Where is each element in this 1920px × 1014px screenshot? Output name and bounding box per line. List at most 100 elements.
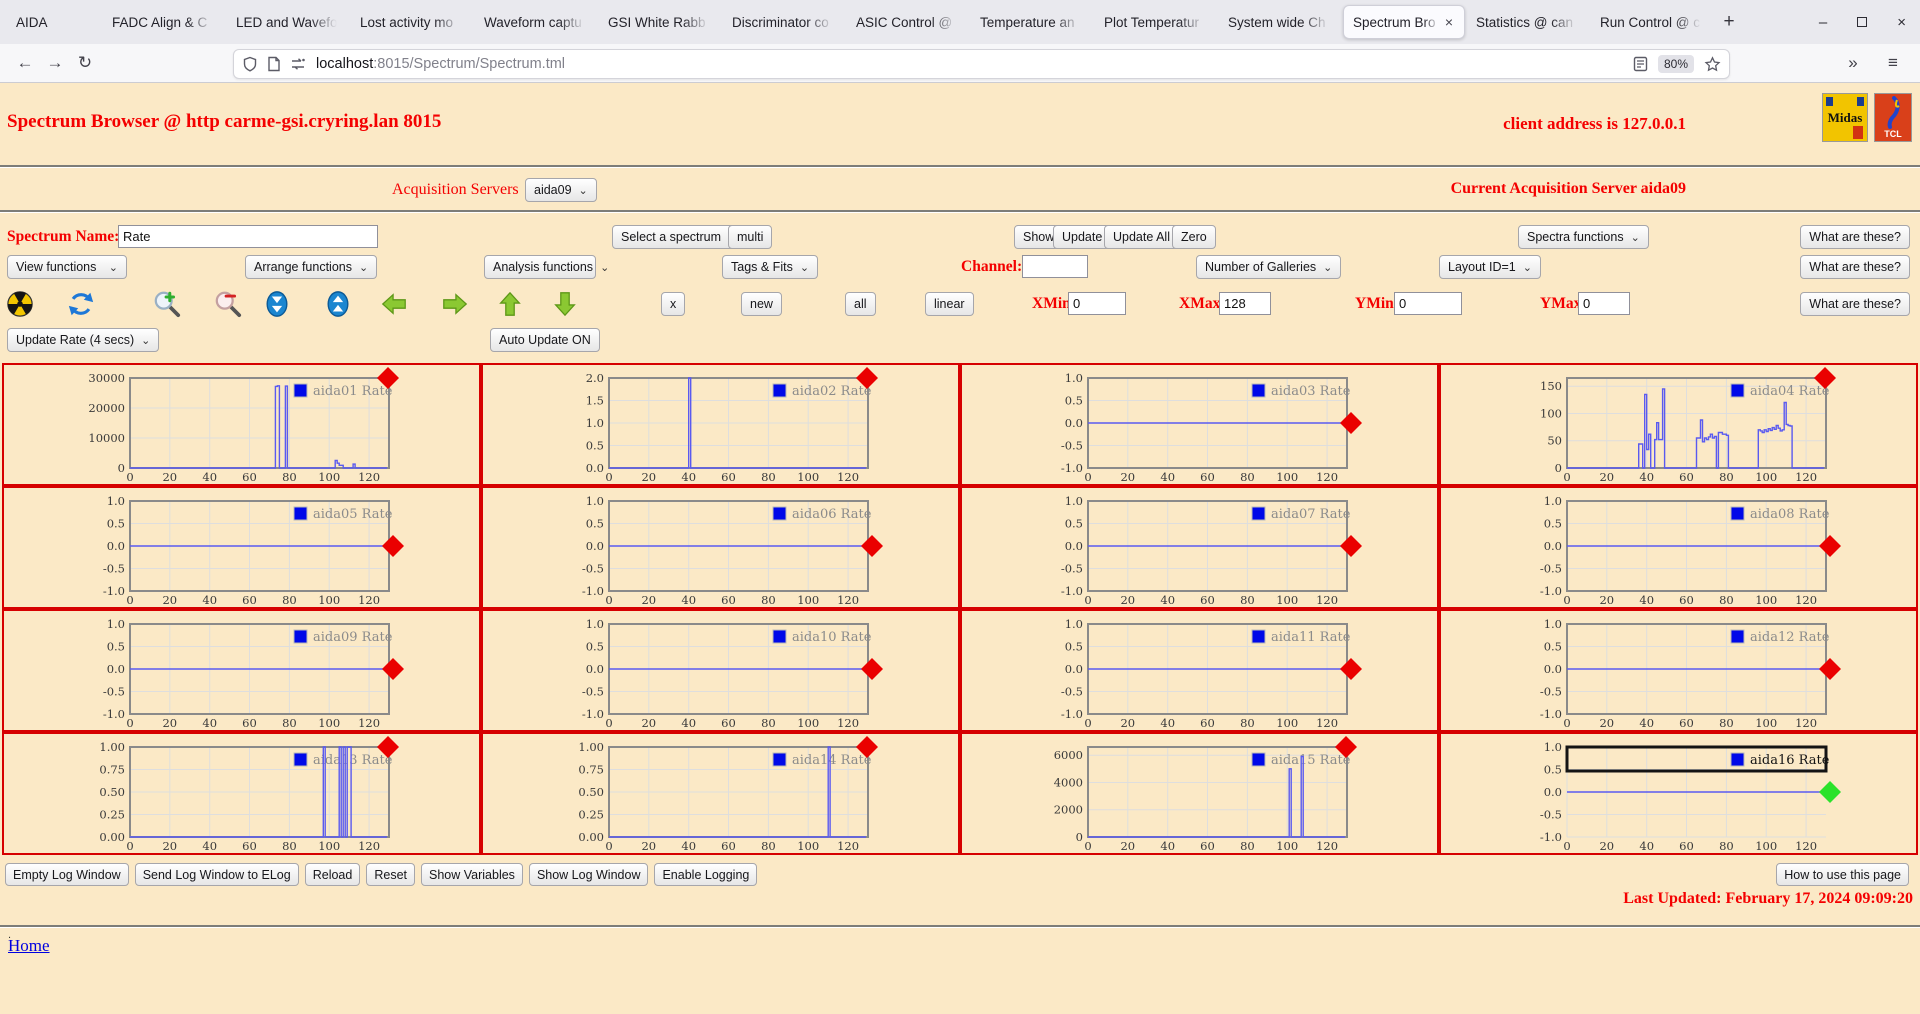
spectrum-cell-aida11[interactable]: 0 20 40 60 80 100 120 -1.0 -0.5 0.0 0.5 1.0 aida11 R… bbox=[960, 609, 1439, 732]
arrow-left-icon[interactable] bbox=[380, 290, 408, 318]
analysis-functions-dropdown[interactable]: Analysis functions ⌄ bbox=[484, 255, 609, 279]
spectrum-cell-aida03[interactable]: 0 20 40 60 80 100 120 -1.0 -0.5 0.0 0.5 1.0 aida03 R… bbox=[960, 363, 1439, 486]
all-button[interactable]: all bbox=[845, 292, 876, 316]
refresh-icon[interactable] bbox=[67, 290, 95, 318]
reader-mode-icon[interactable] bbox=[1633, 56, 1648, 72]
browser-tab-temperature-an[interactable]: Temperature an bbox=[971, 5, 1093, 39]
browser-tab-plot-temperatur[interactable]: Plot Temperatur bbox=[1095, 5, 1217, 39]
zero-button[interactable]: Zero bbox=[1172, 225, 1216, 249]
spectra-grid: 0 20 40 60 80 100 120 0 10000 20000 30000 aida01 Ra… bbox=[2, 363, 1918, 855]
svg-text:100: 100 bbox=[1276, 716, 1298, 730]
reload-button[interactable]: Reload bbox=[304, 863, 361, 886]
browser-tab-run-control-c[interactable]: Run Control @ c bbox=[1591, 5, 1713, 39]
browser-tab-led-and-wavefo[interactable]: LED and Wavefo bbox=[227, 5, 349, 39]
arrow-up-icon[interactable] bbox=[496, 290, 524, 318]
spectrum-cell-aida09[interactable]: 0 20 40 60 80 100 120 -1.0 -0.5 0.0 0.5 1.0 aida09 R… bbox=[2, 609, 481, 732]
spectrum-cell-aida04[interactable]: 0 20 40 60 80 100 120 0 50 100 150 aida04 Rate bbox=[1439, 363, 1918, 486]
view-functions-dropdown[interactable]: View functions ⌄ bbox=[7, 255, 127, 279]
show-variables-button[interactable]: Show Variables bbox=[421, 863, 523, 886]
svg-text:100: 100 bbox=[797, 593, 819, 607]
reload-button[interactable]: ↻ bbox=[77, 53, 93, 72]
update-all-button[interactable]: Update All bbox=[1104, 225, 1179, 249]
zoom-level-badge[interactable]: 80% bbox=[1657, 55, 1694, 73]
browser-tab-fadc-align-c[interactable]: FADC Align & C bbox=[103, 5, 225, 39]
zoom-in-icon[interactable] bbox=[153, 290, 181, 318]
arrow-right-icon[interactable] bbox=[441, 290, 469, 318]
linear-button[interactable]: linear bbox=[925, 292, 974, 316]
spectra-functions-dropdown[interactable]: Spectra functions ⌄ bbox=[1518, 225, 1649, 249]
maximize-icon[interactable] bbox=[1857, 17, 1868, 27]
reset-button[interactable]: Reset bbox=[366, 863, 415, 886]
auto-update-button[interactable]: Auto Update ON bbox=[490, 328, 600, 352]
number-of-galleries-dropdown[interactable]: Number of Galleries ⌄ bbox=[1196, 255, 1342, 279]
browser-tab-statistics-can[interactable]: Statistics @ can bbox=[1467, 5, 1589, 39]
browser-tab-waveform-captu[interactable]: Waveform captu bbox=[475, 5, 597, 39]
update-button[interactable]: Update bbox=[1053, 225, 1112, 249]
spectrum-cell-aida07[interactable]: 0 20 40 60 80 100 120 -1.0 -0.5 0.0 0.5 1.0 aida07 R… bbox=[960, 486, 1439, 609]
permissions-icon[interactable] bbox=[290, 56, 306, 72]
zoom-out-icon[interactable] bbox=[214, 290, 242, 318]
menu-icon[interactable]: ≡ bbox=[1888, 53, 1898, 72]
browser-tab-gsi-white-rabb[interactable]: GSI White Rabb bbox=[599, 5, 721, 39]
multi-button[interactable]: multi bbox=[728, 225, 773, 249]
extensions-overflow-icon[interactable]: » bbox=[1848, 53, 1858, 72]
minimize-icon[interactable]: – bbox=[1818, 13, 1828, 31]
bookmark-star-icon[interactable] bbox=[1704, 56, 1721, 72]
spectrum-cell-aida02[interactable]: 0 20 40 60 80 100 120 0.0 0.5 1.0 1.5 2.0 aida02 Rat… bbox=[481, 363, 960, 486]
spectrum-cell-aida12[interactable]: 0 20 40 60 80 100 120 -1.0 -0.5 0.0 0.5 1.0 aida12 R… bbox=[1439, 609, 1918, 732]
browser-tab-discriminator-co[interactable]: Discriminator co bbox=[723, 5, 845, 39]
tags-fits-dropdown[interactable]: Tags & Fits ⌄ bbox=[722, 255, 819, 279]
radiation-icon[interactable] bbox=[6, 290, 34, 318]
compress-vertical-icon[interactable] bbox=[263, 290, 291, 318]
close-icon[interactable]: × bbox=[1897, 13, 1906, 31]
xmax-input[interactable] bbox=[1219, 292, 1271, 315]
select-spectrum-dropdown[interactable]: Select a spectrum⌄ bbox=[612, 225, 747, 249]
spectrum-cell-aida14[interactable]: 0 20 40 60 80 100 120 0.00 0.25 0.50 0.75 1.00 aida1… bbox=[481, 732, 960, 855]
browser-tab-lost-activity-mo[interactable]: Lost activity mo bbox=[351, 5, 473, 39]
browser-tab-aida[interactable]: AIDA bbox=[7, 5, 101, 39]
url-bar[interactable]: localhost:8015/Spectrum/Spectrum.tml 80% bbox=[233, 49, 1730, 79]
url-text[interactable]: localhost:8015/Spectrum/Spectrum.tml bbox=[316, 56, 1633, 72]
arrange-functions-dropdown[interactable]: Arrange functions ⌄ bbox=[245, 255, 377, 279]
how-to-use-button[interactable]: How to use this page bbox=[1776, 863, 1909, 886]
forward-button[interactable]: → bbox=[46, 53, 64, 72]
new-tab-button[interactable]: + bbox=[1723, 11, 1735, 32]
empty-log-window-button[interactable]: Empty Log Window bbox=[5, 863, 129, 886]
svg-text:0.5: 0.5 bbox=[1544, 640, 1562, 654]
arrow-down-icon[interactable] bbox=[551, 290, 579, 318]
channel-input[interactable] bbox=[1022, 255, 1088, 278]
browser-tab-system-wide-ch[interactable]: System wide Ch bbox=[1219, 5, 1341, 39]
tab-close-icon[interactable]: × bbox=[1444, 14, 1453, 30]
back-button[interactable]: ← bbox=[16, 53, 34, 72]
new-button[interactable]: new bbox=[741, 292, 782, 316]
update-rate-dropdown[interactable]: Update Rate (4 secs) ⌄ bbox=[7, 328, 160, 352]
spectrum-cell-aida08[interactable]: 0 20 40 60 80 100 120 -1.0 -0.5 0.0 0.5 1.0 aida08 R… bbox=[1439, 486, 1918, 609]
page-info-icon[interactable] bbox=[267, 56, 281, 72]
ymin-input[interactable] bbox=[1394, 292, 1462, 315]
spectrum-cell-aida16[interactable]: 0 20 40 60 80 100 120 -1.0 -0.5 0.0 0.5 1.0 aida16 R… bbox=[1439, 732, 1918, 855]
show-log-window-button[interactable]: Show Log Window bbox=[528, 863, 649, 886]
home-link[interactable]: Home bbox=[8, 936, 50, 955]
xmin-input[interactable] bbox=[1068, 292, 1126, 315]
layout-id-dropdown[interactable]: Layout ID=1 ⌄ bbox=[1439, 255, 1541, 279]
spectrum-cell-aida06[interactable]: 0 20 40 60 80 100 120 -1.0 -0.5 0.0 0.5 1.0 aida06 R… bbox=[481, 486, 960, 609]
acquisition-server-select[interactable]: aida09 ⌄ bbox=[525, 178, 597, 202]
browser-tab-spectrum-bro[interactable]: Spectrum Bro × bbox=[1343, 5, 1465, 39]
send-log-window-to-elog-button[interactable]: Send Log Window to ELog bbox=[134, 863, 299, 886]
spectrum-cell-aida01[interactable]: 0 20 40 60 80 100 120 0 10000 20000 30000 aida01 Ra… bbox=[2, 363, 481, 486]
what-are-these-button-3[interactable]: What are these? bbox=[1800, 292, 1910, 316]
what-are-these-button-2[interactable]: What are these? bbox=[1800, 255, 1910, 279]
x-button[interactable]: x bbox=[661, 292, 686, 316]
what-are-these-button-1[interactable]: What are these? bbox=[1800, 225, 1910, 249]
browser-tab-asic-control[interactable]: ASIC Control @ bbox=[847, 5, 969, 39]
spectrum-cell-aida13[interactable]: 0 20 40 60 80 100 120 0.00 0.25 0.50 0.75 1.00 aida1… bbox=[2, 732, 481, 855]
expand-vertical-icon[interactable] bbox=[324, 290, 352, 318]
spectrum-cell-aida10[interactable]: 0 20 40 60 80 100 120 -1.0 -0.5 0.0 0.5 1.0 aida10 R… bbox=[481, 609, 960, 732]
shield-icon[interactable] bbox=[242, 56, 258, 72]
spectrum-cell-aida15[interactable]: 0 20 40 60 80 100 120 0 2000 4000 6000 aida15 Rate bbox=[960, 732, 1439, 855]
enable-logging-button[interactable]: Enable Logging bbox=[654, 863, 758, 886]
svg-text:1.0: 1.0 bbox=[1065, 494, 1083, 508]
spectrum-cell-aida05[interactable]: 0 20 40 60 80 100 120 -1.0 -0.5 0.0 0.5 1.0 aida05 R… bbox=[2, 486, 481, 609]
ymax-input[interactable] bbox=[1578, 292, 1630, 315]
spectrum-name-input[interactable] bbox=[118, 225, 378, 248]
